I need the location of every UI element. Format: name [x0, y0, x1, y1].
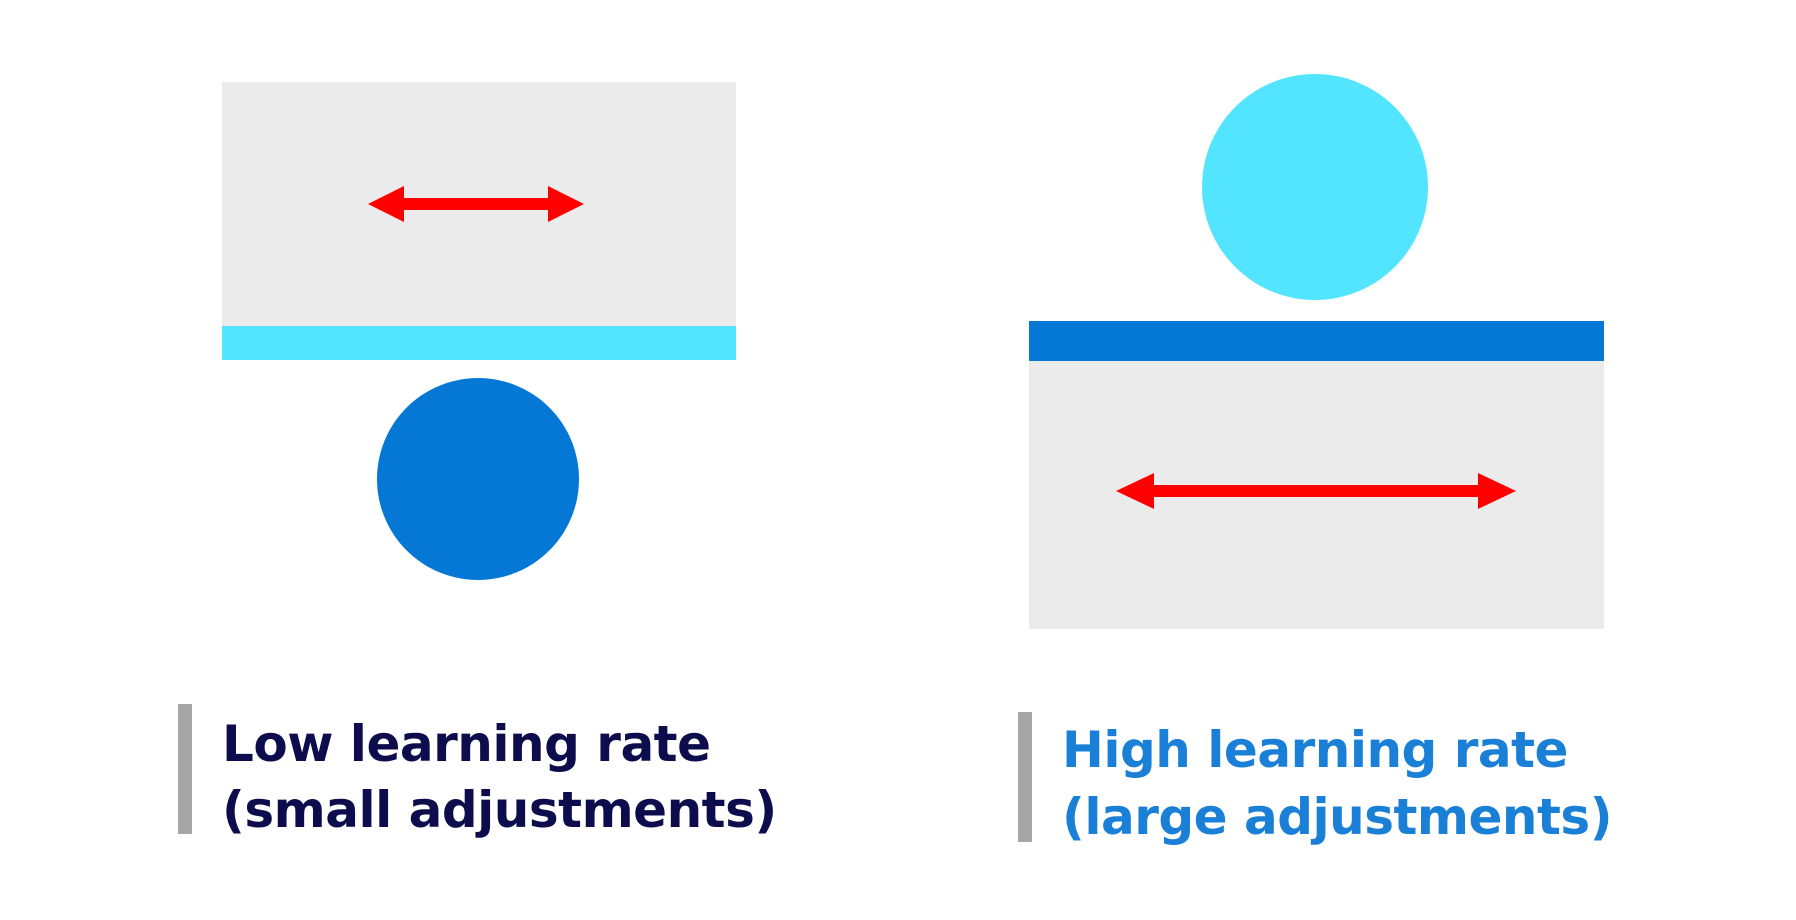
high-rate-caption-line1: High learning rate	[1062, 721, 1568, 779]
high-rate-caption-line2: (large adjustments)	[1062, 788, 1613, 846]
high-rate-light-blue-ball	[1202, 74, 1428, 300]
low-rate-dark-blue-ball	[377, 378, 579, 580]
high-rate-dark-blue-bar	[1029, 321, 1604, 361]
high-rate-large-double-arrow	[1116, 473, 1516, 509]
low-rate-caption-line1: Low learning rate	[222, 715, 711, 773]
low-rate-light-blue-bar	[222, 326, 736, 360]
low-rate-caption-rule	[178, 704, 192, 834]
high-rate-caption-rule	[1018, 712, 1032, 842]
low-rate-arrow-shape	[368, 186, 584, 222]
low-rate-caption-line2: (small adjustments)	[222, 781, 777, 839]
low-rate-small-double-arrow	[368, 186, 584, 222]
high-rate-arrow-shape	[1116, 473, 1516, 509]
